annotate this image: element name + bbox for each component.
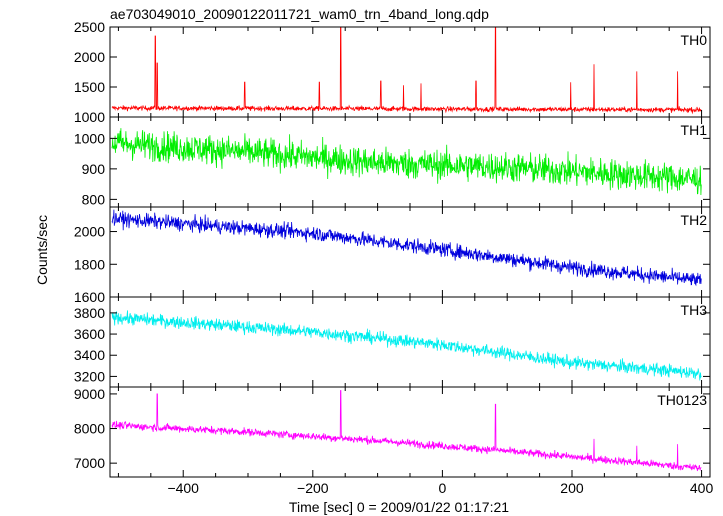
panel-frame-th2 — [109, 206, 711, 298]
x-tick-label: −400 — [167, 480, 199, 496]
panel-frame-th0 — [109, 26, 711, 118]
y-tick-label: 1600 — [74, 289, 105, 305]
y-tick-label: 7000 — [74, 455, 105, 471]
panel-label-th2: TH2 — [681, 212, 708, 228]
y-tick-label: 3200 — [74, 368, 105, 384]
y-tick-label: 1000 — [74, 109, 105, 125]
y-tick-label: 2500 — [74, 19, 105, 35]
chart-title: ae703049010_20090122011721_wam0_trn_4ban… — [110, 6, 489, 22]
y-tick-label: 2000 — [74, 49, 105, 65]
y-tick-label: 1000 — [74, 130, 105, 146]
y-axis-label: Counts/sec — [34, 215, 50, 285]
x-tick-label: 400 — [690, 480, 714, 496]
series-line-th2 — [111, 209, 702, 287]
panel-label-th1: TH1 — [681, 122, 708, 138]
panel-label-th3: TH3 — [681, 302, 708, 318]
y-tick-label: 3400 — [74, 347, 105, 363]
panel-label-th0123: TH0123 — [657, 392, 707, 408]
y-tick-label: 2000 — [74, 224, 105, 240]
series-line-th0 — [111, 27, 702, 115]
panel-label-th0: TH0 — [681, 32, 708, 48]
panel-frame-th0123 — [109, 386, 711, 478]
series-line-th1 — [111, 128, 702, 196]
series-line-th3 — [111, 310, 702, 381]
y-tick-label: 3600 — [74, 326, 105, 342]
y-tick-label: 8000 — [74, 421, 105, 437]
y-tick-label: 1500 — [74, 79, 105, 95]
x-tick-label: 200 — [560, 480, 584, 496]
y-tick-label: 3800 — [74, 305, 105, 321]
y-tick-label: 9000 — [74, 386, 105, 402]
panels: 1000150020002500TH08009001000TH116001800… — [74, 19, 714, 496]
x-tick-label: 0 — [438, 480, 446, 496]
y-tick-label: 900 — [82, 161, 106, 177]
series-line-th0123 — [111, 390, 702, 472]
y-tick-label: 800 — [82, 191, 106, 207]
x-axis-label: Time [sec] 0 = 2009/01/22 01:17:21 — [289, 499, 509, 515]
x-tick-label: −200 — [297, 480, 329, 496]
y-tick-label: 1800 — [74, 256, 105, 272]
